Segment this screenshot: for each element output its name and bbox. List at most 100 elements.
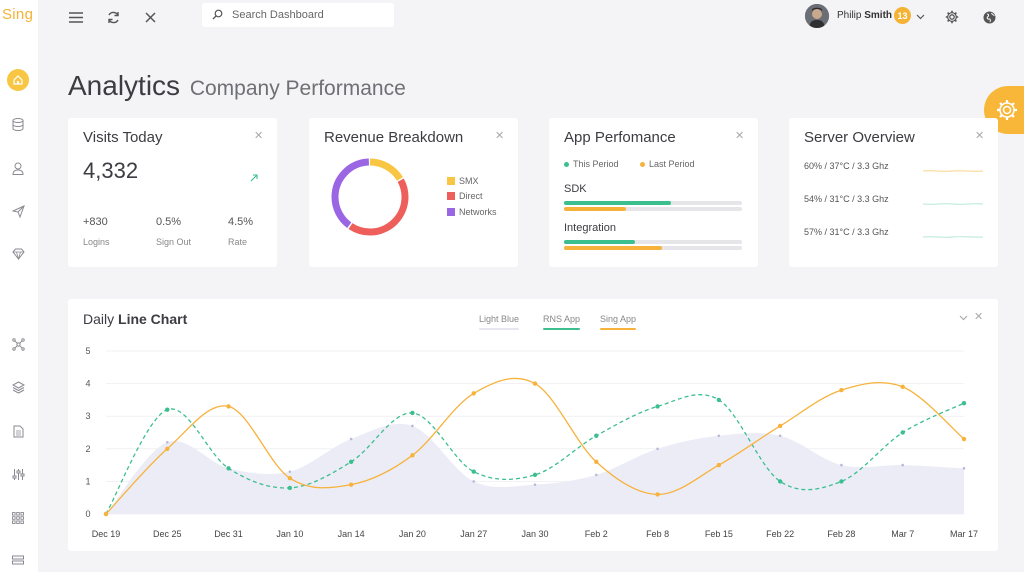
server-row: 57% / 31°C / 3.3 Ghz (804, 227, 889, 237)
x-tick-label: Feb 15 (705, 529, 733, 539)
stat-value: 4.5% (228, 216, 254, 228)
chevron-down-icon[interactable] (959, 313, 968, 324)
perf-row-label: SDK (564, 183, 587, 195)
progress-bar-this (564, 201, 671, 205)
x-tick-label: Jan 10 (276, 529, 303, 539)
close-icon[interactable]: ✕ (975, 130, 985, 142)
x-tick-label: Feb 28 (827, 529, 855, 539)
daily-line-chart-card: Daily Line Chart Light Blue RNS App Sing… (68, 299, 998, 551)
legend-underline (543, 328, 581, 330)
data-point-rns-app (165, 407, 170, 412)
notification-badge[interactable]: 13 (894, 7, 911, 24)
globe-icon[interactable] (979, 7, 999, 27)
data-point-light-blue (901, 463, 905, 467)
x-tick-label: Mar 7 (891, 529, 914, 539)
legend-label: This Period (573, 159, 619, 169)
legend-light-blue[interactable]: Light Blue (479, 314, 520, 330)
card-title: Visits Today (83, 129, 163, 146)
legend-label: SMX (459, 176, 479, 186)
document-icon[interactable] (7, 420, 29, 442)
app-logo[interactable]: Sing (2, 6, 34, 23)
data-point-rns-app (287, 485, 293, 491)
data-point-rns-app (716, 397, 722, 403)
line-chart: 0 1 2 3 4 5 Dec 19 Dec 25 Dec 31 Jan 10 Jan 14 Jan … (85, 346, 978, 539)
data-point-rns-app (839, 479, 844, 484)
legend-label: Sing App (600, 314, 637, 324)
close-icon[interactable]: ✕ (495, 130, 505, 142)
close-icon[interactable]: ✕ (254, 130, 264, 142)
data-point-light-blue (656, 447, 659, 451)
network-icon[interactable] (7, 333, 29, 355)
legend-underline (600, 328, 637, 330)
data-point-rns-app (410, 410, 415, 416)
grid-icon[interactable] (7, 507, 29, 529)
progress-bar-last (564, 207, 627, 211)
legend-sing-app[interactable]: Sing App (600, 314, 637, 330)
legend-rns-app[interactable]: RNS App (543, 314, 581, 330)
page-title-text: Analytics (68, 70, 181, 101)
x-tick-label: Dec 25 (153, 529, 182, 539)
legend-this-period: This Period (564, 159, 619, 169)
legend-label: Networks (459, 207, 497, 217)
visits-value: 4,332 (83, 158, 139, 183)
search-box[interactable] (202, 3, 394, 27)
layers-icon[interactable] (7, 376, 29, 398)
home-icon[interactable] (7, 69, 29, 91)
visits-card: Visits Today ✕ 4,332 +830 Logins 0.5% Si… (68, 118, 277, 267)
progress-track (564, 201, 742, 205)
x-tick-label: Jan 14 (338, 529, 365, 539)
legend-item: Direct (447, 191, 483, 201)
chevron-down-icon[interactable] (910, 7, 930, 27)
donut-slice-direct (331, 158, 409, 236)
gear-icon[interactable] (942, 7, 962, 27)
stack-icon[interactable] (7, 550, 29, 572)
search-icon (212, 9, 223, 20)
legend-last-period: Last Period (640, 159, 695, 169)
top-header: Philip Smith 13 (38, 0, 1024, 34)
diamond-icon[interactable] (7, 243, 29, 265)
data-point-light-blue (288, 470, 292, 473)
database-icon[interactable] (7, 113, 29, 135)
server-row: 60% / 37°C / 3.3 Ghz (804, 161, 889, 171)
legend-label: Last Period (649, 159, 695, 169)
sidebar: Sing (0, 0, 38, 572)
progress-track (564, 207, 742, 211)
page-subtitle: Company Performance (189, 77, 406, 100)
data-point-light-blue (165, 440, 169, 444)
sliders-icon[interactable] (7, 463, 29, 485)
y-tick-label: 3 (85, 411, 90, 421)
x-tick-label: Feb 2 (585, 529, 608, 539)
server-sparkline (923, 170, 983, 172)
y-tick-label: 2 (85, 444, 90, 454)
stat-label: Rate (228, 237, 248, 247)
user-name[interactable]: Philip Smith (837, 10, 892, 21)
data-point-sing-app (348, 482, 354, 487)
data-point-light-blue (533, 483, 537, 486)
y-tick-label: 1 (85, 476, 90, 486)
close-icon[interactable]: ✕ (735, 130, 745, 142)
data-point-sing-app (287, 475, 293, 481)
donut-slice-smx (331, 158, 409, 236)
send-icon[interactable] (7, 200, 29, 222)
legend-swatch (447, 177, 455, 185)
close-icon[interactable]: ✕ (974, 311, 984, 323)
data-point-light-blue (840, 463, 843, 467)
data-point-sing-app (655, 492, 660, 497)
data-point-rns-app (900, 430, 905, 435)
legend-item: SMX (447, 176, 479, 186)
user-icon[interactable] (7, 157, 29, 179)
avatar[interactable] (805, 4, 829, 28)
legend-label: Direct (459, 191, 483, 201)
legend-label: Light Blue (479, 314, 520, 324)
close-icon[interactable] (140, 7, 160, 27)
data-point-light-blue (778, 434, 782, 438)
data-point-light-blue (349, 437, 353, 441)
menu-icon[interactable] (66, 7, 86, 27)
stat-value: +830 (83, 216, 108, 228)
data-point-sing-app (532, 381, 538, 386)
data-point-sing-app (594, 459, 599, 465)
search-input[interactable] (232, 6, 382, 24)
data-point-sing-app (900, 384, 905, 390)
user-last-name: Smith (864, 10, 893, 21)
refresh-icon[interactable] (103, 7, 123, 27)
